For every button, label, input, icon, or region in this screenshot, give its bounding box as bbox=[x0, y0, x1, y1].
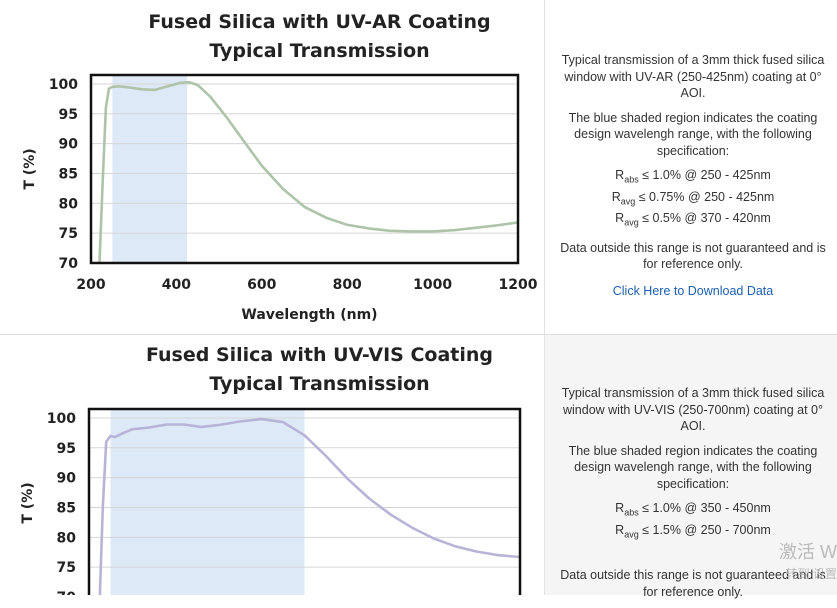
spec-line: Ravg ≤ 0.75% @ 250 - 425nm bbox=[611, 189, 775, 207]
x-tick-label: 1000 bbox=[413, 277, 452, 293]
transmission-chart-uv-ar: Fused Silica with UV-AR Coating Typical T… bbox=[22, 11, 538, 323]
y-tick-label: 90 bbox=[57, 471, 77, 487]
y-tick-label: 85 bbox=[59, 166, 78, 182]
os-watermark-line2: 转到 设置 bbox=[785, 567, 837, 581]
chart-cell: Fused Silica with UV-AR Coating Typical T… bbox=[0, 0, 545, 334]
y-tick-label: 85 bbox=[57, 500, 76, 516]
y-tick-label: 95 bbox=[59, 107, 78, 123]
chart-title-line: Fused Silica with UV-VIS Coating bbox=[146, 344, 493, 366]
chart-title-line: Fused Silica with UV-AR Coating bbox=[148, 11, 490, 33]
chart-cell: Fused Silica with UV-VIS Coating Typical … bbox=[0, 335, 545, 595]
x-tick-label: 400 bbox=[162, 277, 191, 293]
plot-frame bbox=[87, 407, 522, 595]
transmission-chart-uv-vis: Fused Silica with UV-VIS Coating Typical … bbox=[20, 344, 522, 595]
y-tick-label: 90 bbox=[59, 137, 79, 153]
spec-list: Rabs ≤ 1.0% @ 250 - 425nm Ravg ≤ 0.75% @… bbox=[557, 167, 829, 232]
download-data-link[interactable]: Click Here to Download Data bbox=[612, 283, 774, 298]
x-tick-label: 800 bbox=[333, 277, 362, 293]
description-cell: Typical transmission of a 3mm thick fuse… bbox=[545, 335, 837, 599]
spec-line: Ravg ≤ 1.5% @ 250 - 700nm bbox=[615, 522, 771, 540]
y-tick-label: 100 bbox=[49, 77, 78, 93]
design-range-shading bbox=[110, 409, 305, 595]
spec-line: Rabs ≤ 1.0% @ 250 - 425nm bbox=[615, 168, 771, 185]
x-tick-label: 200 bbox=[76, 277, 105, 293]
os-watermark-line1: 激活 W bbox=[779, 542, 837, 562]
y-axis-label: T (%) bbox=[22, 148, 38, 189]
design-range-shading bbox=[112, 75, 188, 263]
x-axis-label: Wavelength (nm) bbox=[241, 307, 377, 323]
description-cell: Typical transmission of a 3mm thick fuse… bbox=[545, 0, 837, 334]
intro-text: Typical transmission of a 3mm thick fuse… bbox=[561, 386, 825, 433]
product-row-uv-ar: Fused Silica with UV-AR Coating Typical T… bbox=[0, 0, 837, 335]
x-tick-label: 600 bbox=[247, 277, 276, 293]
y-tick-label: 80 bbox=[59, 196, 79, 212]
y-tick-label: 100 bbox=[47, 411, 76, 427]
spec-line: Rabs ≤ 1.0% @ 350 - 450nm bbox=[615, 501, 771, 518]
transmission-line bbox=[98, 417, 520, 595]
product-row-uv-vis: Fused Silica with UV-VIS Coating Typical … bbox=[0, 335, 837, 599]
intro-text: Typical transmission of a 3mm thick fuse… bbox=[561, 53, 825, 100]
transmission-line bbox=[98, 80, 518, 263]
disclaimer-text: Data outside this range is not guarantee… bbox=[560, 240, 826, 272]
y-tick-label: 95 bbox=[57, 441, 76, 457]
chart-title-line: Typical Transmission bbox=[209, 40, 429, 62]
spec-list: Rabs ≤ 1.0% @ 350 - 450nm Ravg ≤ 1.5% @ … bbox=[557, 500, 829, 543]
y-tick-label: 75 bbox=[57, 560, 76, 576]
spec-line: Ravg ≤ 0.5% @ 370 - 420nm bbox=[615, 211, 771, 228]
y-axis-label: T (%) bbox=[20, 482, 36, 523]
y-tick-label: 70 bbox=[59, 256, 79, 272]
y-tick-label: 75 bbox=[59, 226, 78, 242]
y-tick-label: 80 bbox=[57, 530, 77, 546]
shaded-note: The blue shaded region indicates the coa… bbox=[568, 110, 818, 158]
plot-frame bbox=[89, 73, 520, 265]
y-tick-label: 70 bbox=[57, 590, 77, 595]
x-tick-label: 1200 bbox=[499, 277, 538, 293]
shaded-note: The blue shaded region indicates the coa… bbox=[568, 443, 818, 491]
description-text: Typical transmission of a 3mm thick fuse… bbox=[557, 52, 829, 299]
chart-title-line: Typical Transmission bbox=[209, 373, 429, 395]
